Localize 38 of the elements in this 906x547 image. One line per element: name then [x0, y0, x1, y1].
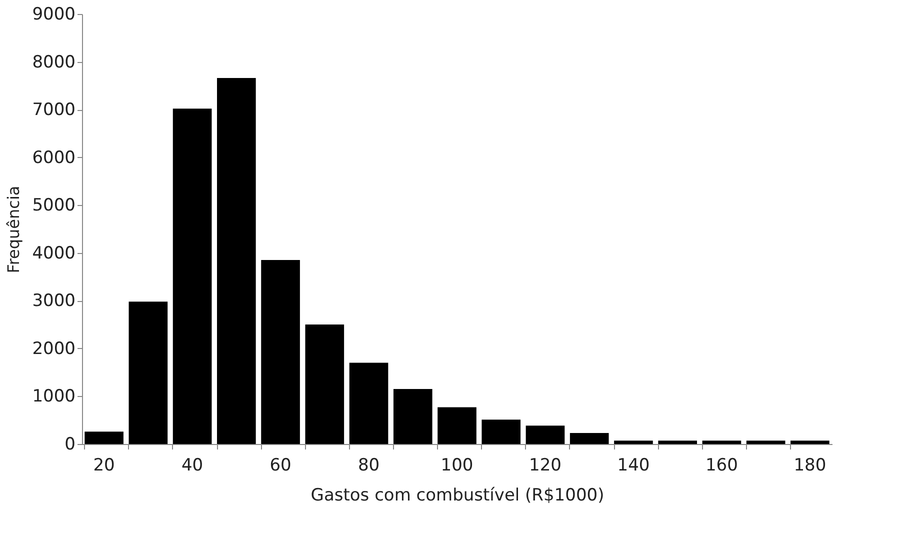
y-tick-label: 8000	[32, 52, 76, 72]
x-tick-label: 40	[181, 456, 204, 476]
x-axis-title: Gastos com combustível (R$1000)	[310, 486, 604, 506]
x-tick-label: 100	[440, 456, 474, 476]
x-tick-label: 60	[270, 456, 292, 476]
bar	[438, 407, 476, 444]
x-tick-label: 80	[358, 456, 380, 476]
y-tick-label: 6000	[32, 148, 76, 168]
bar	[658, 440, 697, 444]
bar	[393, 389, 432, 444]
y-tick-label: 2000	[32, 338, 76, 359]
bar	[349, 362, 388, 444]
y-tick-label: 3000	[32, 291, 76, 312]
y-tick-label: 0	[64, 434, 76, 454]
bar	[702, 440, 742, 444]
x-tick-label: 20	[93, 456, 115, 476]
y-axis-title: Frequência	[4, 186, 24, 274]
bar	[261, 260, 300, 444]
bar	[570, 433, 609, 444]
bar	[746, 440, 786, 444]
x-tick-label: 140	[617, 456, 650, 476]
bar	[526, 426, 565, 444]
bar	[790, 440, 830, 444]
x-tick-label: 180	[794, 456, 826, 476]
bar	[217, 78, 256, 444]
bar	[305, 324, 344, 444]
y-tick-label: 9000	[32, 4, 76, 24]
y-tick-label: 5000	[32, 196, 76, 216]
y-tick-label: 1000	[32, 386, 76, 407]
bar	[482, 420, 521, 444]
x-tick-label: 120	[529, 456, 562, 476]
x-tick-label: 160	[705, 456, 738, 476]
bar	[84, 432, 124, 444]
y-tick-label: 7000	[32, 100, 76, 120]
bar	[614, 440, 653, 444]
y-tick-label: 4000	[32, 243, 76, 264]
bar	[128, 302, 168, 444]
bar	[172, 108, 212, 444]
